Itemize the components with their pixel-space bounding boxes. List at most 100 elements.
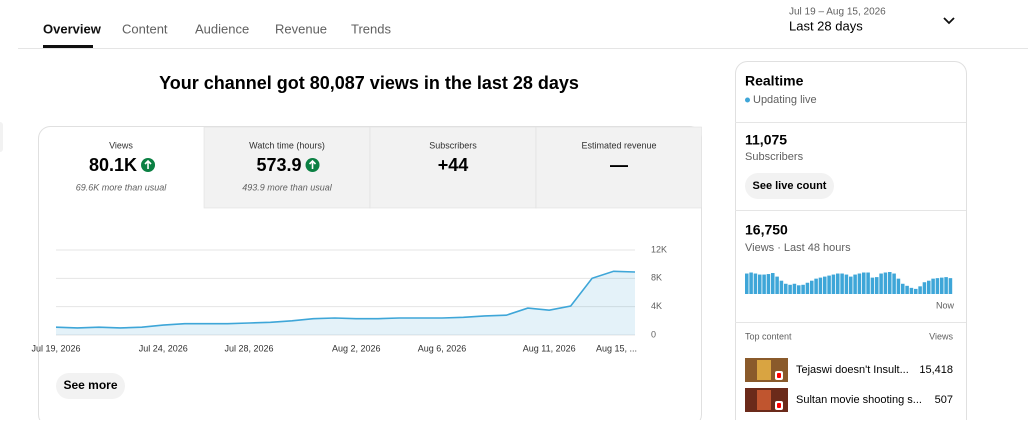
metric-value: 80.1K	[89, 155, 137, 175]
tab[interactable]: Overview	[43, 21, 102, 36]
content-views: 15,418	[919, 364, 953, 376]
bar	[753, 273, 758, 294]
bar	[775, 276, 779, 294]
shorts-badge-mark	[777, 373, 781, 378]
bar	[901, 283, 905, 294]
bar	[749, 272, 753, 294]
subscriber-count: 11,075	[745, 132, 787, 148]
bar	[745, 273, 749, 294]
bar	[940, 277, 944, 294]
views-header: Views	[929, 331, 953, 341]
bar	[818, 277, 823, 294]
bar	[797, 285, 801, 294]
x-tick-label: Jul 28, 2026	[224, 343, 273, 353]
metric-note: 493.9 more than usual	[242, 182, 333, 192]
metric-label: Watch time (hours)	[249, 140, 325, 150]
thumbnail-detail[interactable]	[757, 360, 771, 380]
x-tick-label: Jul 24, 2026	[139, 343, 188, 353]
bar	[823, 276, 827, 294]
views-count: 16,750	[745, 222, 788, 238]
y-tick-label: 0	[651, 329, 656, 339]
bar	[948, 278, 953, 294]
y-tick-label: 12K	[651, 244, 667, 254]
metric-tab-bg[interactable]	[369, 126, 537, 209]
date-range[interactable]: Jul 19 – Aug 15, 2026	[789, 7, 886, 18]
metric-label: Subscribers	[429, 140, 477, 150]
metric-value: 573.9	[256, 155, 301, 175]
tab[interactable]: Revenue	[275, 21, 327, 36]
bar	[909, 287, 914, 294]
views-label: Views · Last 48 hours	[745, 242, 851, 254]
bar	[853, 274, 857, 294]
bar	[810, 280, 814, 294]
tab[interactable]: Audience	[195, 21, 249, 36]
x-tick-label: Aug 2, 2026	[332, 343, 381, 353]
metric-tab-bg[interactable]	[535, 126, 702, 209]
bar	[836, 273, 840, 294]
bar	[827, 275, 831, 294]
bar	[927, 280, 931, 294]
shorts-badge-mark	[777, 403, 781, 408]
date-period[interactable]: Last 28 days	[789, 18, 863, 33]
bar	[862, 272, 866, 294]
trend-up-arrow	[144, 159, 152, 169]
bar	[814, 278, 818, 294]
top-content-header: Top content	[745, 331, 792, 341]
y-tick-label: 4K	[651, 301, 662, 311]
bar	[766, 274, 771, 294]
x-tick-label: Aug 15, ...	[596, 343, 637, 353]
metric-value: +44	[438, 155, 469, 175]
bar	[896, 278, 901, 294]
thumbnail-detail[interactable]	[757, 390, 771, 410]
bar	[831, 274, 836, 294]
content-views: 507	[935, 394, 953, 406]
bar	[788, 284, 792, 294]
see-more-label[interactable]: See more	[63, 378, 117, 392]
side-handle	[0, 122, 3, 152]
line	[55, 270, 636, 329]
bar	[844, 274, 849, 294]
x-tick-label: Now	[936, 300, 955, 310]
bar	[857, 273, 862, 294]
headline: Your channel got 80,087 views in the las…	[159, 73, 579, 93]
metric-tab-bg[interactable]	[203, 126, 371, 209]
realtime-title: Realtime	[745, 73, 804, 89]
content-title[interactable]: Sultan movie shooting s...	[796, 394, 922, 406]
metric-value: —	[610, 155, 628, 175]
bar	[849, 276, 853, 294]
active-tab-underline	[43, 45, 93, 48]
bar	[914, 288, 918, 294]
see-more-button[interactable]	[56, 373, 125, 399]
bar	[922, 282, 927, 294]
bar	[762, 274, 766, 294]
subscriber-label: Subscribers	[745, 151, 804, 163]
see-live-button[interactable]	[745, 173, 834, 199]
see-live-label[interactable]: See live count	[753, 180, 827, 192]
bar	[931, 278, 935, 294]
realtime-card	[735, 61, 967, 425]
y-tick-label: 8K	[651, 273, 662, 283]
bar	[905, 285, 909, 294]
x-tick-label: Aug 6, 2026	[418, 343, 467, 353]
bar	[840, 273, 844, 294]
bar	[944, 277, 948, 294]
bar	[879, 273, 883, 294]
bar	[875, 277, 879, 294]
metric-label: Views	[109, 140, 133, 150]
bar	[758, 274, 762, 294]
metric-note: 69.6K more than usual	[76, 182, 168, 192]
bar	[784, 283, 788, 294]
metric-label: Estimated revenue	[581, 140, 656, 150]
bar	[805, 282, 810, 294]
dropdown-chevron[interactable]	[943, 17, 955, 25]
tab[interactable]: Trends	[351, 21, 391, 36]
bar	[918, 286, 922, 294]
trend-up-arrow	[308, 159, 317, 169]
bar	[888, 272, 892, 294]
content-title[interactable]: Tejaswi doesn't Insult...	[796, 364, 909, 376]
x-tick-label: Jul 19, 2026	[31, 343, 80, 353]
tab[interactable]: Content	[122, 21, 168, 36]
bar	[792, 283, 797, 294]
